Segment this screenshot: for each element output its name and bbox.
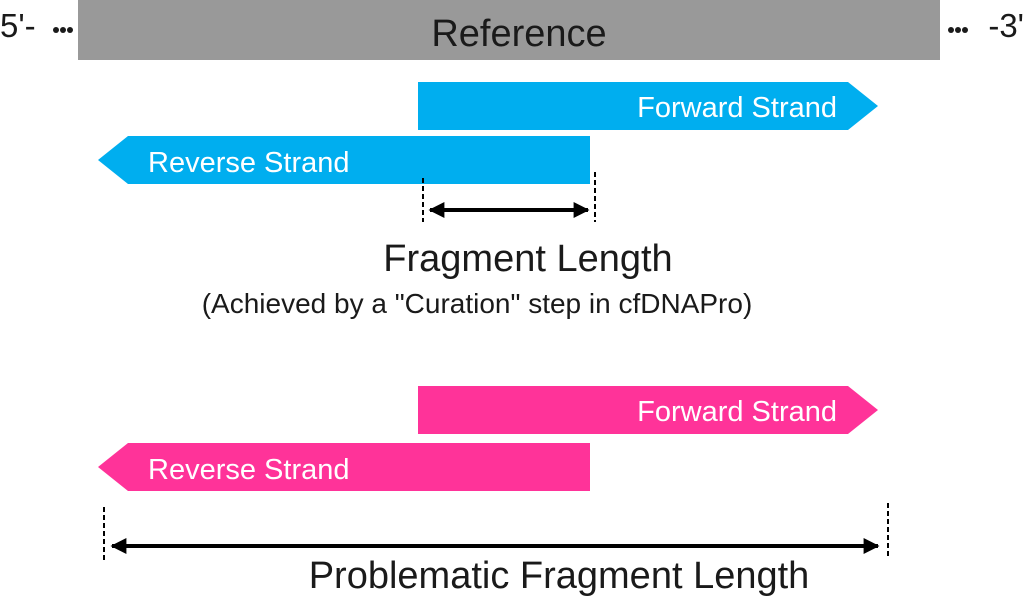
blue-forward-strand: [418, 82, 878, 130]
reference-label: Reference: [431, 13, 606, 55]
pink-forward-strand: [418, 386, 878, 434]
pink-reverse-strand-label: Reverse Strand: [148, 454, 350, 486]
five-prime-label: 5'-: [0, 7, 36, 44]
blue-reverse-strand: [98, 136, 590, 184]
pink-forward-strand-label: Forward Strand: [637, 396, 837, 428]
left-ellipsis-dots: [53, 27, 73, 33]
reference-bar: [78, 0, 940, 60]
problematic-length-label: Problematic Fragment Length: [309, 555, 810, 597]
right-ellipsis-dots: [948, 27, 968, 33]
blue-forward-strand-label: Forward Strand: [637, 92, 837, 124]
fragment-length-label: Fragment Length: [383, 238, 672, 280]
blue-reverse-strand-label: Reverse Strand: [148, 147, 350, 179]
three-prime-label: -3': [988, 7, 1024, 44]
pink-reverse-strand: [98, 443, 590, 491]
curation-note: (Achieved by a "Curation" step in cfDNAP…: [202, 288, 753, 319]
